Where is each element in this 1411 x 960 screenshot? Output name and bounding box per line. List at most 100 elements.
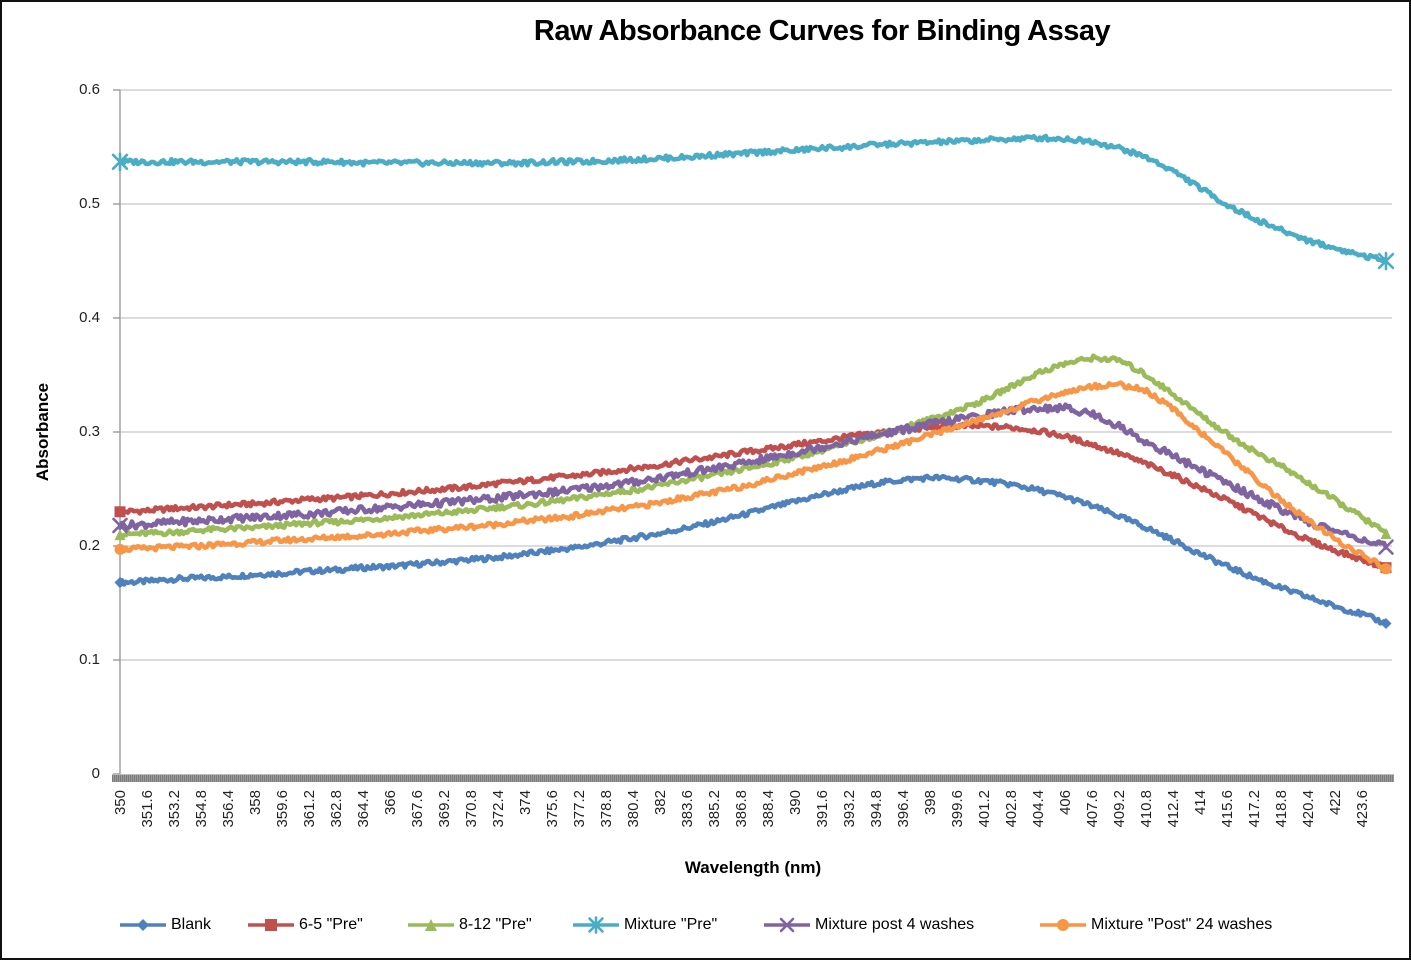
x-tick-label: 350 <box>112 790 129 816</box>
series-line-0 <box>117 473 1389 627</box>
x-tick-label: 414 <box>1192 790 1210 816</box>
series-marker-x-icon <box>1378 539 1394 555</box>
x-tick-label: 383.6 <box>679 790 697 828</box>
x-tick-label: 369.2 <box>436 790 454 828</box>
series-marker-triangle-icon <box>425 919 437 931</box>
legend-label: 6-5 "Pre" <box>299 916 363 933</box>
x-tick-label: 367.6 <box>409 790 427 828</box>
series-line-4 <box>117 402 1389 550</box>
x-tick-label: 388.4 <box>760 790 778 828</box>
x-tick-label: 399.6 <box>949 790 967 828</box>
series-marker-square-icon <box>265 919 277 931</box>
x-tick-label: 374 <box>517 790 535 816</box>
legend-label: Mixture "Pre" <box>624 916 718 933</box>
series-line-5 <box>117 380 1389 571</box>
series-marker-x-icon <box>112 517 128 534</box>
y-tick-label: 0.2 <box>79 537 100 554</box>
x-tick-label: 402.8 <box>1003 790 1021 828</box>
legend-marker-diamond-icon <box>120 915 166 935</box>
legend-label: Mixture "Post" 24 washes <box>1091 916 1273 933</box>
x-tick-label: 385.2 <box>706 790 724 828</box>
x-tick-label: 398 <box>922 790 940 816</box>
x-tick-label: 412.4 <box>1165 790 1183 828</box>
x-tick-label: 401.2 <box>976 790 994 828</box>
legend-item-8-12-pre: 8-12 "Pre" <box>408 905 532 945</box>
x-tick-label: 377.2 <box>571 790 589 828</box>
legend-marker-triangle-icon <box>408 915 454 935</box>
legend-marker-star-icon <box>573 915 619 935</box>
x-tick-label: 370.8 <box>463 790 481 828</box>
x-axis-band <box>112 775 1394 782</box>
legend-item-mixture-pre: Mixture "Pre" <box>573 905 717 945</box>
series-line-3 <box>117 133 1389 265</box>
x-tick-label: 415.6 <box>1219 790 1237 828</box>
y-tick-label: 0 <box>91 765 100 782</box>
y-tick-label: 0.1 <box>79 651 100 668</box>
chart-legend: Blank 6-5 "Pre" 8-12 "Pre" Mixture "Pre"… <box>2 905 1409 947</box>
x-tick-label: 356.4 <box>220 790 238 828</box>
x-tick-label: 358 <box>247 790 265 816</box>
x-tick-label: 407.6 <box>1084 790 1102 828</box>
x-tick-label: 351.6 <box>139 790 156 828</box>
x-tick-label: 353.2 <box>166 790 184 828</box>
x-tick-label: 362.8 <box>328 790 346 828</box>
series-marker-diamond-icon <box>114 576 126 588</box>
x-tick-label: 354.8 <box>193 790 211 828</box>
x-tick-label: 420.4 <box>1300 790 1318 828</box>
x-tick-label: 380.4 <box>625 790 643 828</box>
x-tick-label: 418.8 <box>1273 790 1291 828</box>
legend-label: Mixture post 4 washes <box>815 916 975 933</box>
legend-marker-circle-icon <box>1040 915 1086 935</box>
legend-item-mixture-post-4-washes: Mixture post 4 washes <box>764 905 974 945</box>
legend-marker-square-icon <box>248 915 294 935</box>
legend-marker-x-icon <box>764 915 810 935</box>
y-tick-label: 0.4 <box>79 309 100 326</box>
y-tick-label: 0.6 <box>79 81 100 98</box>
series-marker-circle-icon <box>114 543 126 555</box>
legend-label: 8-12 "Pre" <box>459 916 532 933</box>
series-marker-square-icon <box>114 506 126 518</box>
legend-item-6-5-pre: 6-5 "Pre" <box>248 905 363 945</box>
series-marker-star-icon <box>588 916 604 934</box>
x-tick-label: 417.2 <box>1246 790 1264 828</box>
y-tick-label: 0.5 <box>79 195 100 212</box>
x-tick-label: 359.6 <box>274 790 292 828</box>
series-marker-triangle-icon <box>1380 527 1392 539</box>
x-tick-label: 396.4 <box>895 790 913 828</box>
x-tick-label: 375.6 <box>544 790 562 828</box>
x-tick-label: 364.4 <box>355 790 373 828</box>
x-tick-label: 393.2 <box>841 790 859 828</box>
x-tick-label: 386.8 <box>733 790 751 828</box>
series-marker-x-icon <box>779 917 795 933</box>
x-tick-label: 390 <box>787 790 805 816</box>
series-marker-circle-icon <box>1380 563 1392 575</box>
x-tick-label: 394.8 <box>868 790 886 828</box>
legend-item-mixture-post-24-washes: Mixture "Post" 24 washes <box>1040 905 1272 945</box>
x-tick-label: 378.8 <box>598 790 616 828</box>
series-marker-star-icon <box>111 152 129 172</box>
y-tick-label: 0.3 <box>79 423 100 440</box>
x-tick-label: 409.2 <box>1111 790 1129 828</box>
x-tick-label: 410.8 <box>1138 790 1156 828</box>
chart-title: Raw Absorbance Curves for Binding Assay <box>533 15 1111 47</box>
series-marker-diamond-icon <box>1380 618 1392 630</box>
x-tick-label: 391.6 <box>814 790 832 828</box>
x-tick-label: 361.2 <box>301 790 319 828</box>
series-marker-diamond-icon <box>137 919 149 931</box>
series-marker-star-icon <box>1377 251 1395 271</box>
x-tick-label: 382 <box>652 790 670 816</box>
x-tick-label: 406 <box>1057 790 1075 816</box>
series-marker-circle-icon <box>1057 919 1069 931</box>
series-marker-triangle-icon <box>114 529 126 541</box>
x-tick-label: 404.4 <box>1030 790 1048 828</box>
x-tick-label: 422 <box>1327 790 1345 816</box>
x-axis-title: Wavelength (nm) <box>684 858 822 877</box>
x-tick-label: 372.4 <box>490 790 508 828</box>
series-line-1 <box>117 421 1389 573</box>
legend-label: Blank <box>171 916 212 933</box>
x-tick-label: 423.6 <box>1354 790 1372 828</box>
legend-item-blank: Blank <box>120 905 211 945</box>
series-line-2 <box>117 353 1389 540</box>
